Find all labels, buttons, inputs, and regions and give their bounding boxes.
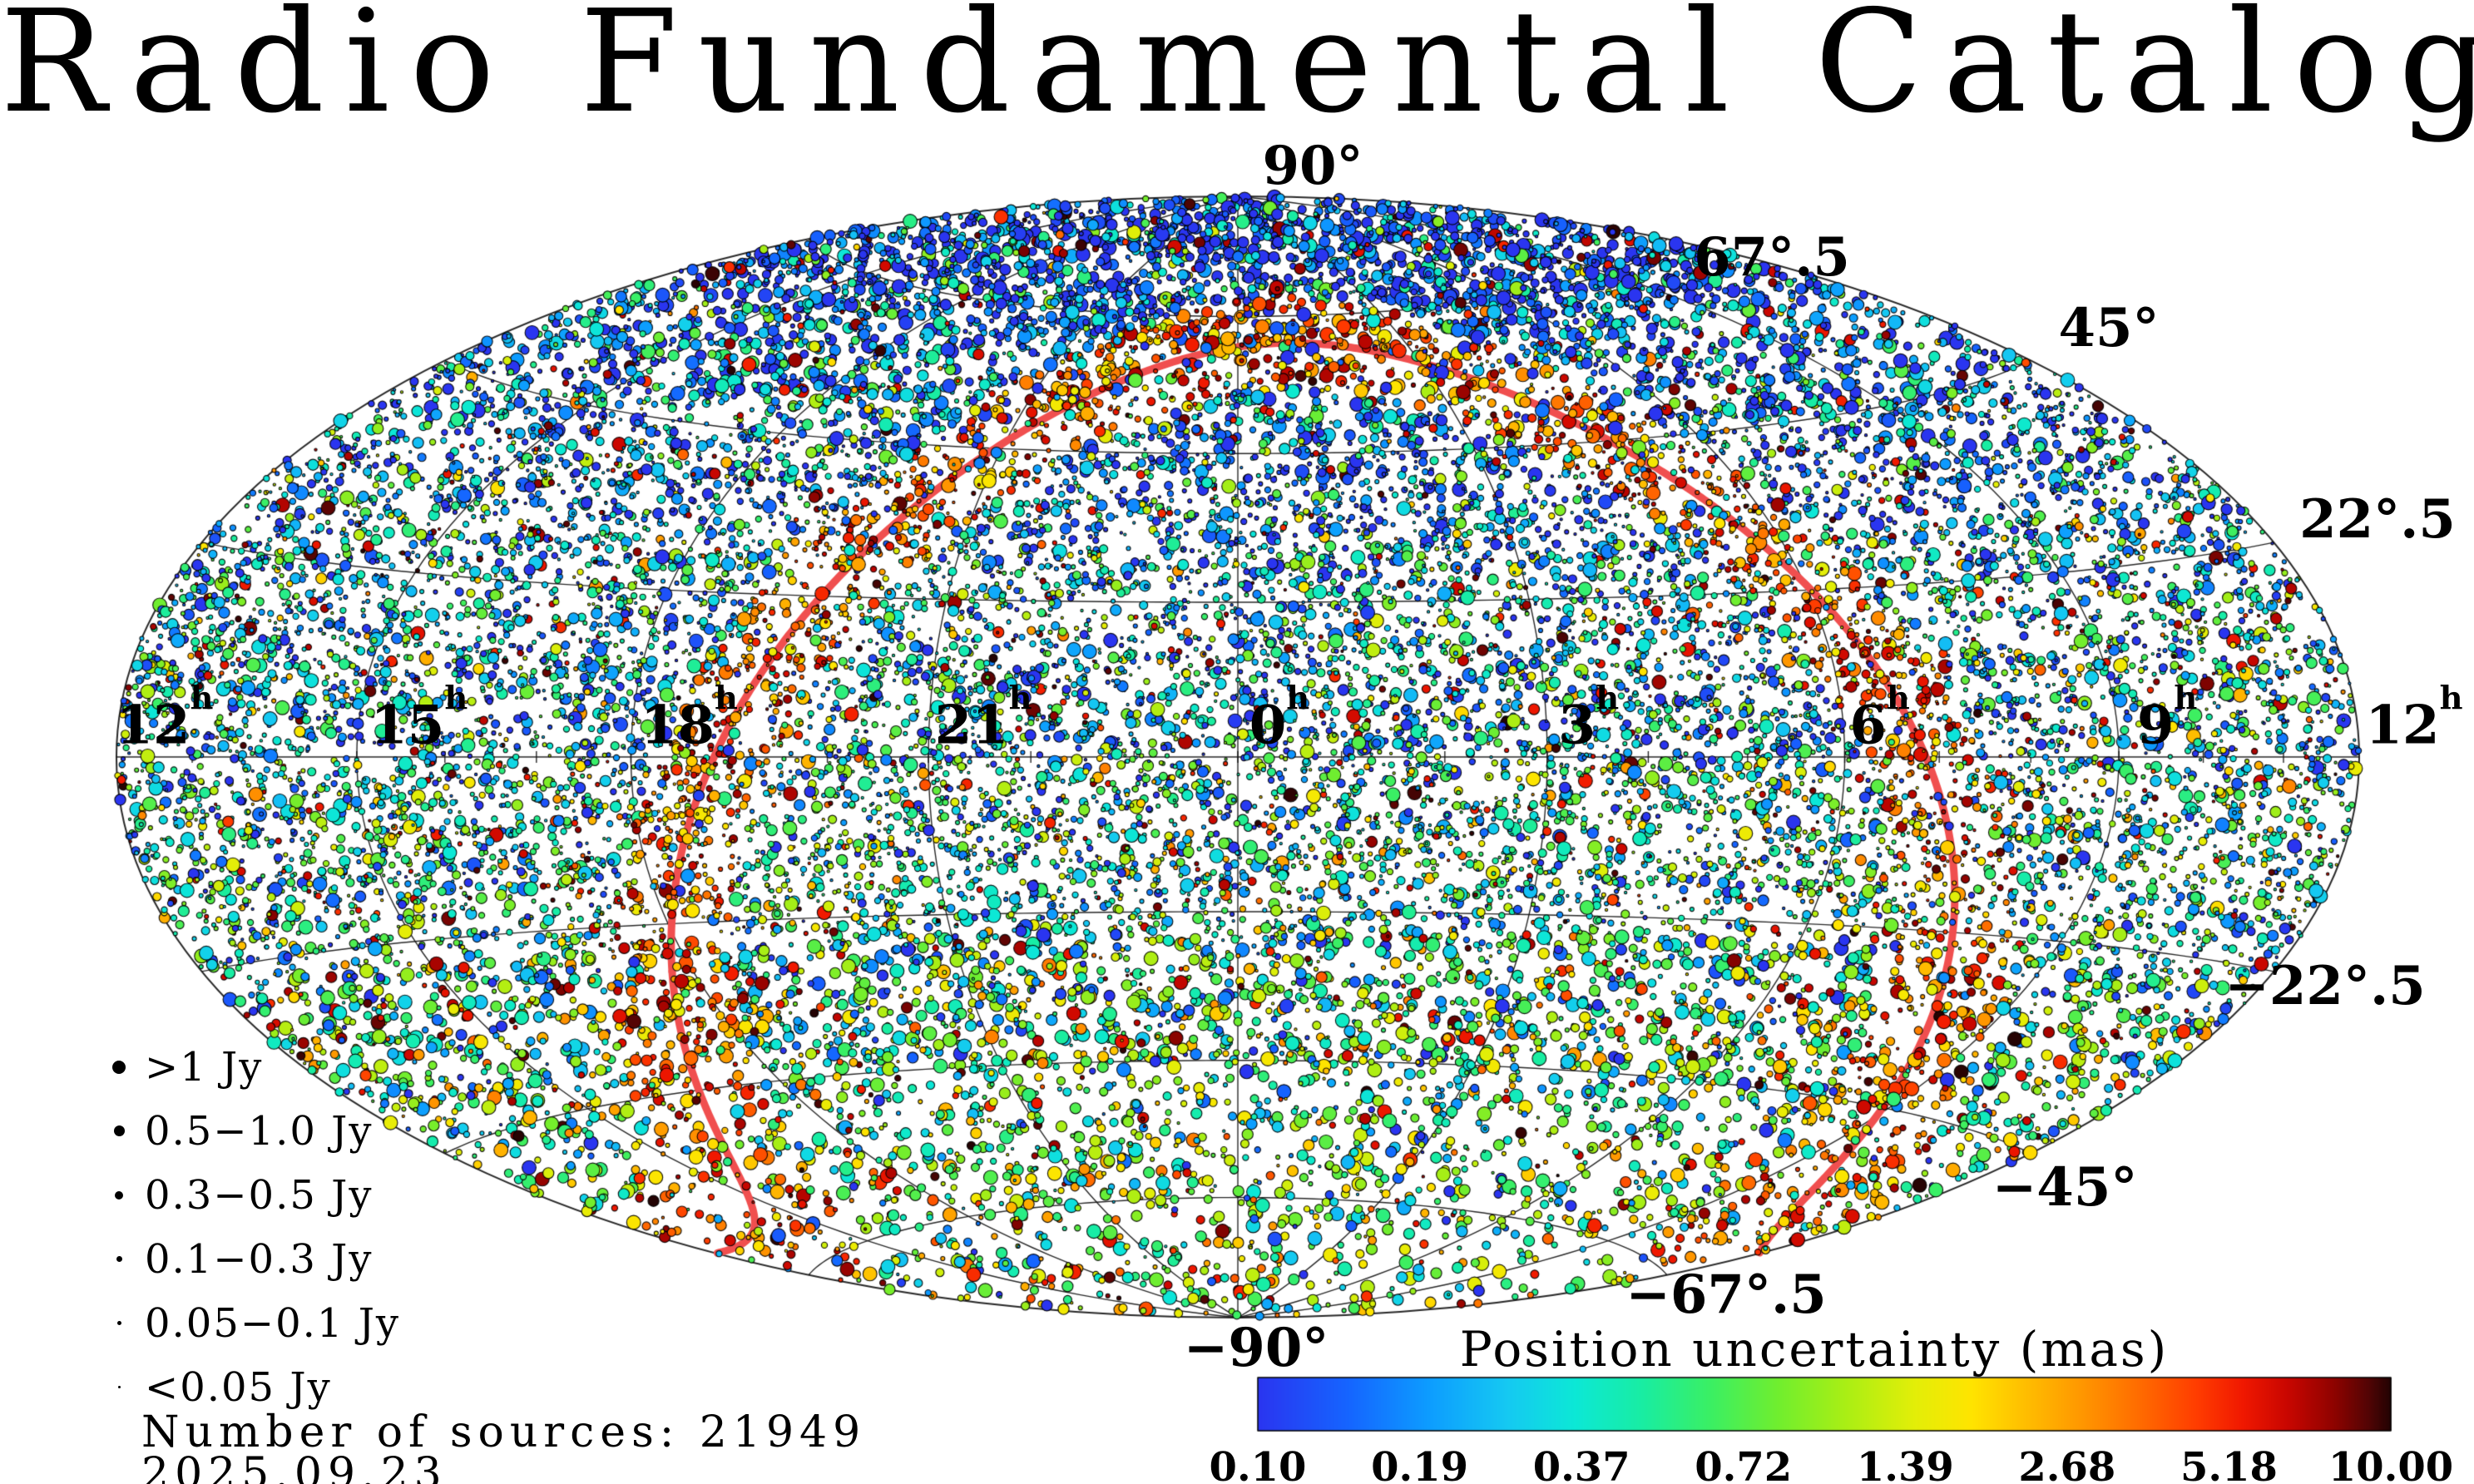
colorbar-tick-0.37: 0.37 — [1532, 1444, 1630, 1484]
ra-label-6h-6: 6h — [1849, 679, 1910, 757]
ra-label-15h-1: 15h — [370, 679, 468, 757]
colorbar-tick-0.10: 0.10 — [1209, 1444, 1307, 1484]
page-title: Radio Fundamental Catalogue — [0, 0, 2474, 145]
date-text: 2025.09.23 — [141, 1448, 448, 1484]
source-count-text: Number of sources: 21949 — [141, 1407, 867, 1457]
legend-label: 0.5−1.0 Jy — [145, 1107, 374, 1155]
legend-item: 0.3−0.5 Jy — [105, 1163, 400, 1227]
legend-item: 0.1−0.3 Jy — [105, 1227, 400, 1291]
legend-label: 0.05−0.1 Jy — [145, 1299, 401, 1347]
ra-label-9h-7: 9h — [2136, 679, 2198, 757]
ra-label-18h-2: 18h — [640, 679, 738, 757]
legend-label: >1 Jy — [145, 1043, 264, 1091]
dec-label--67.5: −67°.5 — [1625, 1264, 1827, 1326]
dec-label--22.5: −22°.5 — [2224, 955, 2426, 1017]
footer: Number of sources: 21949 2025.09.23 — [141, 1407, 867, 1484]
legend-dot-icon — [105, 1125, 133, 1136]
dec-label--90: −90° — [1183, 1317, 1329, 1379]
ra-label-12h-8: 12h — [2365, 679, 2463, 757]
dec-label-45: 45° — [2058, 297, 2160, 359]
legend-dot-icon — [105, 1190, 133, 1200]
flux-size-legend: >1 Jy 0.5−1.0 Jy 0.3−0.5 Jy 0.1−0.3 Jy 0.05−… — [105, 1035, 400, 1419]
colorbar-tick-0.72: 0.72 — [1695, 1444, 1793, 1484]
ra-label-0h-4: 0h — [1249, 679, 1310, 757]
legend-label: 0.1−0.3 Jy — [145, 1235, 374, 1283]
colorbar-tick-10.00: 10.00 — [2328, 1444, 2454, 1484]
dec-label-22.5: 22°.5 — [2299, 488, 2456, 551]
legend-dot-icon — [105, 1386, 133, 1388]
legend-item: >1 Jy — [105, 1035, 400, 1099]
legend-dot-icon — [105, 1060, 133, 1074]
colorbar-tick-2.68: 2.68 — [2018, 1444, 2116, 1484]
legend-label: <0.05 Jy — [145, 1363, 332, 1411]
ra-label-3h-5: 3h — [1558, 679, 1620, 757]
legend-label: 0.3−0.5 Jy — [145, 1171, 374, 1219]
legend-item: 0.5−1.0 Jy — [105, 1099, 400, 1163]
dec-label-90: 90° — [1262, 135, 1363, 197]
ra-label-12h-0: 12h — [116, 679, 214, 757]
legend-dot-icon — [105, 1321, 133, 1325]
legend-item: 0.05−0.1 Jy — [105, 1291, 400, 1355]
colorbar-tick-0.19: 0.19 — [1371, 1444, 1469, 1484]
legend-dot-icon — [105, 1256, 133, 1262]
legend-item: <0.05 Jy — [105, 1355, 400, 1419]
dec-label-67.5: 67°.5 — [1694, 226, 1850, 289]
ra-label-21h-3: 21h — [934, 679, 1032, 757]
colorbar-tick-5.18: 5.18 — [2180, 1444, 2278, 1484]
colorbar-tick-1.39: 1.39 — [1856, 1444, 1954, 1484]
dec-label--45: −45° — [1992, 1156, 2138, 1219]
colorbar-title: Position uncertainty (mas) — [1459, 1321, 2170, 1378]
